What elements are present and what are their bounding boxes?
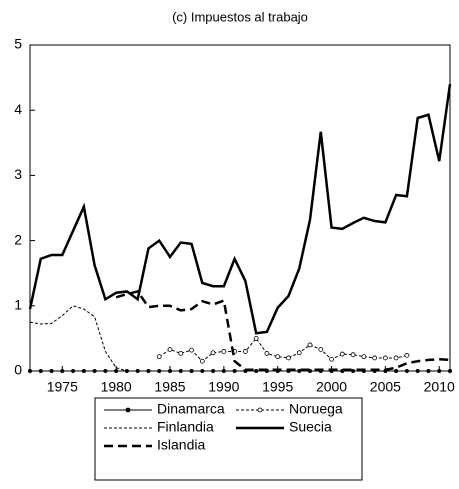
legend-label: Suecia bbox=[289, 419, 332, 435]
point bbox=[404, 352, 410, 358]
point bbox=[92, 368, 97, 373]
x-tick-label: 2000 bbox=[316, 379, 347, 395]
point bbox=[372, 355, 378, 361]
point bbox=[60, 368, 65, 373]
x-tick-label: 1980 bbox=[101, 379, 132, 395]
point bbox=[361, 354, 367, 360]
point bbox=[103, 368, 108, 373]
point bbox=[242, 349, 248, 354]
point bbox=[221, 349, 227, 354]
point bbox=[167, 347, 173, 352]
plot-frame bbox=[29, 44, 451, 372]
x-tick-label: 1995 bbox=[262, 379, 293, 395]
point bbox=[114, 368, 119, 373]
x-tick-label: 1975 bbox=[47, 379, 78, 395]
legend-marker bbox=[257, 407, 263, 413]
point bbox=[382, 355, 388, 361]
point bbox=[393, 355, 399, 361]
x-tick-label: 1990 bbox=[208, 379, 239, 395]
y-tick-label: 3 bbox=[14, 166, 22, 182]
point bbox=[329, 356, 334, 362]
x-tick-label: 2010 bbox=[424, 379, 455, 395]
legend-marker bbox=[125, 407, 131, 413]
point bbox=[71, 368, 76, 373]
point bbox=[296, 350, 302, 356]
y-tick-label: 0 bbox=[14, 362, 22, 378]
point bbox=[307, 342, 313, 348]
legend-label: Islandia bbox=[157, 437, 205, 453]
y-tick-label: 1 bbox=[14, 297, 22, 313]
point bbox=[339, 351, 345, 357]
x-tick-label: 2005 bbox=[370, 379, 401, 395]
point bbox=[275, 354, 281, 360]
point bbox=[27, 368, 32, 373]
legend-label: Noruega bbox=[289, 401, 343, 417]
series-line bbox=[158, 337, 408, 362]
y-tick-label: 2 bbox=[14, 231, 22, 247]
point bbox=[318, 347, 324, 352]
point bbox=[178, 350, 184, 356]
point bbox=[210, 350, 216, 356]
legend-label: Dinamarca bbox=[157, 401, 225, 417]
point bbox=[38, 368, 43, 373]
point bbox=[156, 354, 162, 360]
series-line bbox=[115, 290, 451, 371]
series-line bbox=[29, 305, 450, 372]
y-tick-label: 5 bbox=[14, 36, 22, 52]
point bbox=[199, 358, 205, 364]
series-line bbox=[28, 83, 452, 335]
legend-box bbox=[94, 397, 363, 481]
point bbox=[253, 335, 259, 341]
point bbox=[264, 350, 270, 356]
chart-title: (c) Impuestos al trabajo bbox=[172, 9, 308, 24]
y-tick-label: 4 bbox=[14, 101, 22, 117]
point bbox=[447, 368, 452, 373]
x-tick-label: 1985 bbox=[154, 379, 185, 395]
point bbox=[49, 368, 54, 373]
point bbox=[350, 352, 356, 358]
legend-label: Finlandia bbox=[157, 419, 214, 435]
point bbox=[286, 355, 291, 361]
point bbox=[81, 368, 86, 373]
point bbox=[189, 347, 194, 353]
